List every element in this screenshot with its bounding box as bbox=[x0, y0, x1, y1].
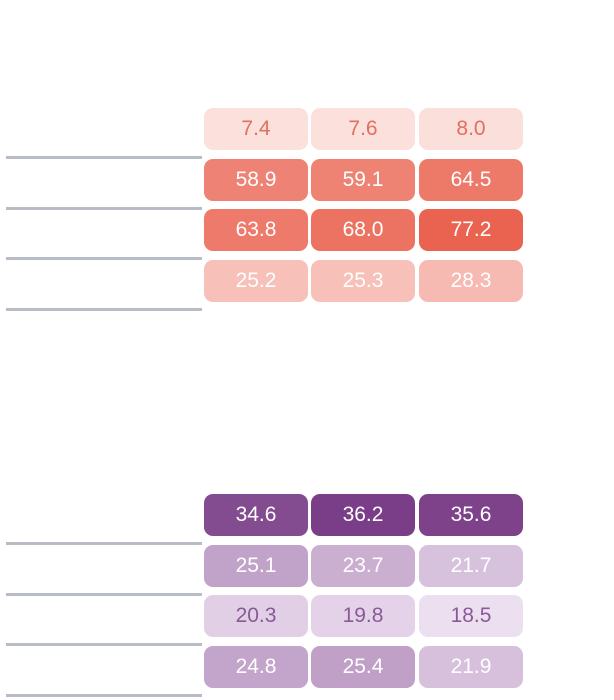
cell-value-label: 20.3 bbox=[235, 604, 277, 627]
heatmap-cell: 21.7 bbox=[419, 544, 523, 587]
cell-value-label: 23.7 bbox=[342, 553, 384, 577]
heatmap-cell: 8.0 bbox=[419, 108, 523, 150]
cell-value-label: 7.6 bbox=[348, 117, 378, 140]
cell-value-label: 34.6 bbox=[235, 503, 277, 526]
heatmap-cell: 25.3 bbox=[311, 259, 415, 302]
heatmap-cell: 24.8 bbox=[204, 645, 308, 688]
cell-value-label: 28.3 bbox=[450, 268, 492, 292]
cell-value-label: 19.8 bbox=[342, 604, 384, 627]
heatmap-cell: 25.4 bbox=[311, 645, 415, 688]
row-divider bbox=[6, 542, 202, 545]
cell-value-label: 36.2 bbox=[342, 503, 384, 526]
heatmap-cell: 63.8 bbox=[204, 209, 308, 251]
cell-value-label: 63.8 bbox=[235, 218, 277, 241]
heatmap-cell: 23.7 bbox=[311, 544, 415, 587]
heatmap-cell: 7.6 bbox=[311, 108, 415, 150]
cell-value-label: 7.4 bbox=[241, 117, 271, 140]
heatmap-cell: 58.9 bbox=[204, 158, 308, 201]
cell-value-label: 77.2 bbox=[450, 218, 492, 241]
row-divider bbox=[6, 592, 202, 596]
heatmap-cell: 25.1 bbox=[204, 544, 308, 587]
heatmap-cell: 64.5 bbox=[419, 158, 523, 201]
cell-value-label: 58.9 bbox=[235, 167, 277, 191]
cell-value-label: 25.2 bbox=[235, 268, 277, 292]
heatmap-cell: 68.0 bbox=[311, 209, 415, 251]
cell-value-label: 25.1 bbox=[235, 553, 277, 577]
heatmap-cell: 28.3 bbox=[419, 259, 523, 302]
cell-value-label: 64.5 bbox=[450, 167, 492, 191]
heatmap-cell: 77.2 bbox=[419, 209, 523, 251]
cell-value-label: 21.9 bbox=[450, 654, 492, 678]
row-divider bbox=[6, 643, 202, 646]
heatmap-cell: 7.4 bbox=[204, 108, 308, 150]
heatmap-cell: 18.5 bbox=[419, 595, 523, 637]
row-divider bbox=[6, 156, 202, 159]
row-divider bbox=[6, 257, 202, 260]
cell-value-label: 25.4 bbox=[342, 654, 384, 678]
cell-value-label: 68.0 bbox=[342, 218, 384, 241]
cell-value-label: 35.6 bbox=[450, 503, 492, 526]
heatmap-cell: 21.9 bbox=[419, 645, 523, 688]
row-divider bbox=[6, 693, 202, 697]
heatmap-cell: 34.6 bbox=[204, 494, 308, 536]
row-divider bbox=[6, 206, 202, 210]
cell-value-label: 59.1 bbox=[342, 167, 384, 191]
heatmap-cell: 19.8 bbox=[311, 595, 415, 637]
cell-value-label: 21.7 bbox=[450, 553, 492, 577]
cell-value-label: 24.8 bbox=[235, 654, 277, 678]
cell-value-label: 8.0 bbox=[456, 117, 486, 140]
row-divider bbox=[6, 307, 202, 311]
heatmap-cell: 25.2 bbox=[204, 259, 308, 302]
heatmap-cell: 35.6 bbox=[419, 494, 523, 536]
heatmap-cell: 20.3 bbox=[204, 595, 308, 637]
cell-value-label: 25.3 bbox=[342, 268, 384, 292]
heatmap-cell: 59.1 bbox=[311, 158, 415, 201]
cell-value-label: 18.5 bbox=[450, 604, 492, 627]
heatmap-cell: 36.2 bbox=[311, 494, 415, 536]
